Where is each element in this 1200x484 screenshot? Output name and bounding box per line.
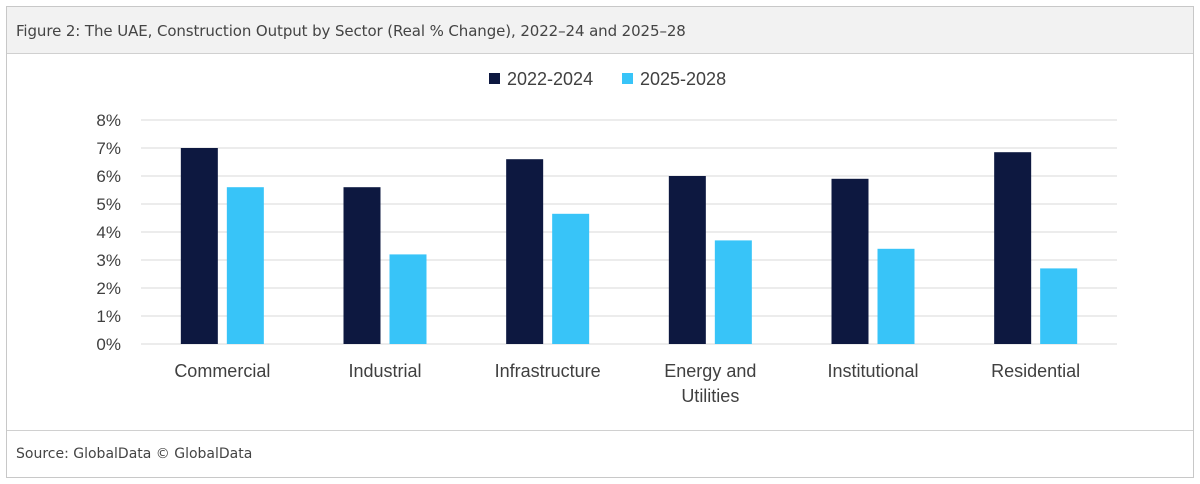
figure-header: Figure 2: The UAE, Construction Output b… bbox=[7, 7, 1193, 54]
y-tick-label: 2% bbox=[96, 279, 121, 298]
y-tick-label: 5% bbox=[96, 195, 121, 214]
x-tick-label-line: Utilities bbox=[681, 386, 739, 406]
y-tick-label: 6% bbox=[96, 167, 121, 186]
bar-2022-2024-3 bbox=[668, 176, 706, 344]
x-tick-label-line: Infrastructure bbox=[495, 361, 601, 381]
chart-bars bbox=[180, 148, 1078, 344]
bar-2025-2028-5 bbox=[1040, 268, 1078, 344]
bar-chart: 2022-2024 2025-2028 0% 1% 2% 3% 4% 5% 6% 7% 8% Co… bbox=[96, 69, 1117, 406]
x-tick-label-line: Residential bbox=[991, 361, 1080, 381]
chart-legend: 2022-2024 2025-2028 bbox=[489, 69, 726, 89]
bar-2022-2024-5 bbox=[994, 152, 1032, 344]
figure-title: Figure 2: The UAE, Construction Output b… bbox=[16, 22, 686, 40]
y-tick-label: 3% bbox=[96, 251, 121, 270]
bar-2022-2024-2 bbox=[506, 159, 544, 344]
legend-swatch bbox=[489, 73, 500, 84]
source-note: Source: GlobalData © GlobalData bbox=[16, 446, 253, 462]
figure-footer: Source: GlobalData © GlobalData bbox=[7, 430, 1193, 477]
legend-label: 2025-2028 bbox=[640, 69, 726, 89]
x-tick-label: Industrial bbox=[348, 361, 421, 381]
y-tick-label: 1% bbox=[96, 307, 121, 326]
x-tick-label-line: Commercial bbox=[174, 361, 270, 381]
bar-2025-2028-3 bbox=[714, 240, 752, 344]
x-tick-label: Institutional bbox=[827, 361, 918, 381]
figure-frame: Figure 2: The UAE, Construction Output b… bbox=[6, 6, 1194, 478]
x-tick-label-line: Energy and bbox=[664, 361, 756, 381]
x-axis: Commercial Industrial Infrastructure Energy… bbox=[174, 361, 1080, 406]
x-tick-label: Energy and Utilities bbox=[664, 361, 756, 406]
y-tick-label: 7% bbox=[96, 139, 121, 158]
x-tick-label-line: Institutional bbox=[827, 361, 918, 381]
bar-2022-2024-1 bbox=[343, 187, 381, 344]
y-tick-label: 8% bbox=[96, 111, 121, 130]
y-tick-label: 4% bbox=[96, 223, 121, 242]
bar-2022-2024-4 bbox=[831, 178, 869, 344]
x-tick-label-line: Industrial bbox=[348, 361, 421, 381]
chart-gridlines bbox=[141, 119, 1117, 345]
bar-2025-2028-2 bbox=[552, 213, 590, 344]
bar-2025-2028-1 bbox=[389, 254, 427, 344]
legend-swatch bbox=[622, 73, 633, 84]
bar-2025-2028-4 bbox=[877, 248, 915, 344]
x-tick-label: Commercial bbox=[174, 361, 270, 381]
bar-2025-2028-0 bbox=[226, 187, 264, 344]
y-tick-label: 0% bbox=[96, 335, 121, 354]
x-tick-label: Infrastructure bbox=[495, 361, 601, 381]
bar-2022-2024-0 bbox=[180, 148, 218, 344]
legend-label: 2022-2024 bbox=[507, 69, 593, 89]
y-axis: 0% 1% 2% 3% 4% 5% 6% 7% 8% bbox=[96, 111, 121, 354]
x-tick-label: Residential bbox=[991, 361, 1080, 381]
